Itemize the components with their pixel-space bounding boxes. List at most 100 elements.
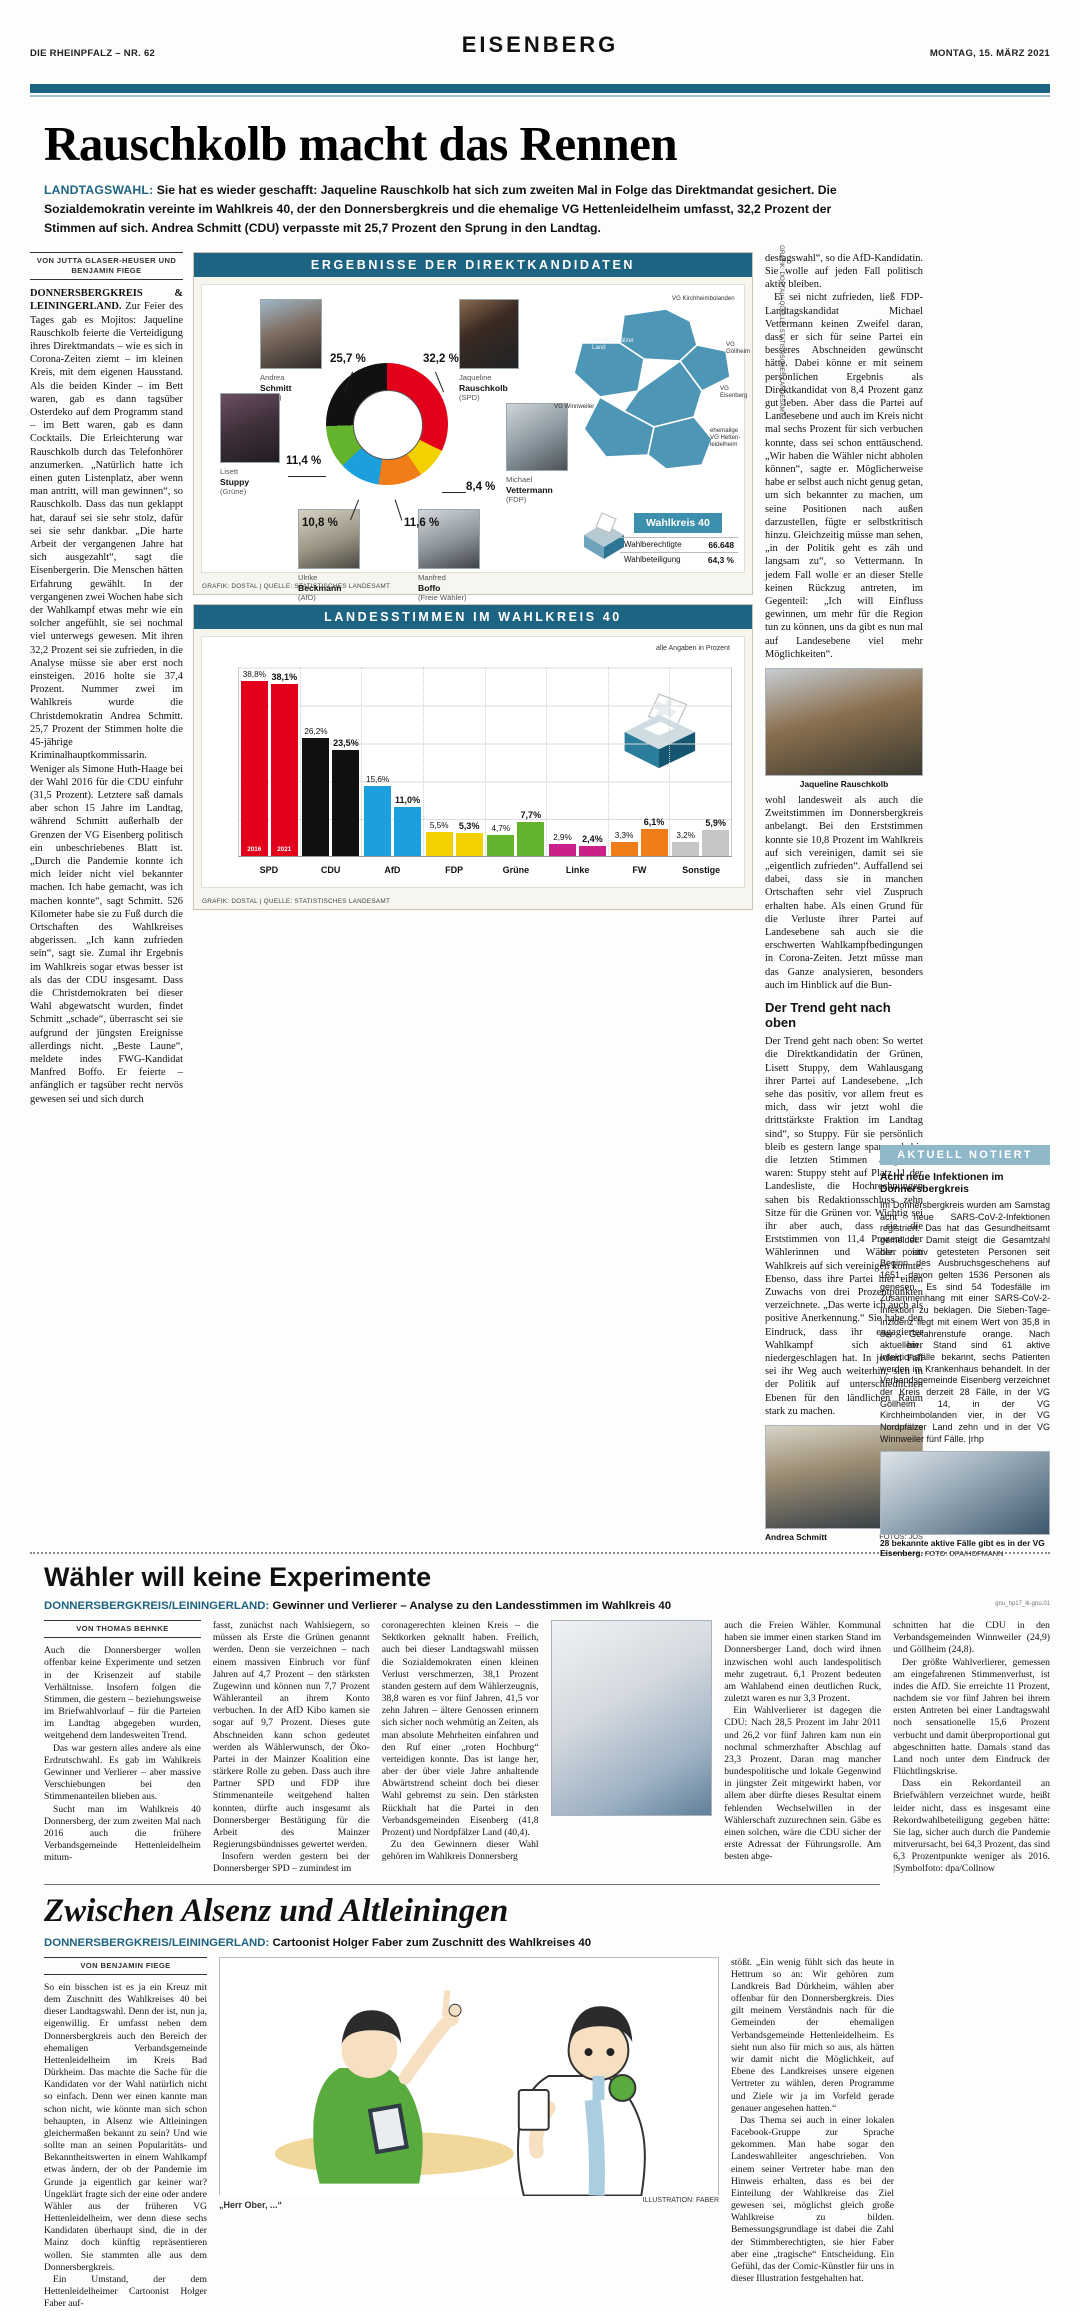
photo-ulrike-beckmann	[298, 508, 360, 569]
stat-label-0: Wahlberechtigte	[624, 539, 682, 549]
caption-schmitt: Andrea Schmitt FOTOS: JÖS	[765, 1532, 923, 1543]
bar-value-label: 4,7%	[491, 824, 511, 834]
bar-group: 4,7% 7,7%	[486, 666, 548, 857]
candidate-name-1: Jaqueline Rauschkolb (SPD)	[459, 373, 508, 404]
candidate-party-1: (SPD)	[459, 393, 480, 403]
bottom-article-columns: VON BENJAMIN FIEGE So ein bisschen ist e…	[44, 1956, 1050, 2311]
lead-text: Sie hat es wieder geschafft: Jaqueline R…	[44, 182, 837, 235]
mid-article-headline: Wähler will keine Experimente	[44, 1562, 432, 1593]
bar-FDP-2016: 5,5%	[425, 821, 453, 857]
candidate-pct-1: 32,2 %	[423, 352, 459, 365]
chart-credit: GRAFIK: DOSTAL | QUELLE: STATISTISCHES L…	[202, 897, 391, 905]
candidates-infographic: ERGEBNISSE DER DIREKTKANDIDATEN Andrea S…	[193, 251, 753, 602]
candidate-first-0: Andrea	[260, 372, 285, 382]
aktuell-notiert-text: Im Donnersbergkreis wurden am Samstag ac…	[880, 1199, 1050, 1444]
graphic-vertical-credit: GRAFIK: DOSTAL | QUELLE: STATISTISCHES L…	[778, 245, 785, 416]
bar-FDP-2021: 5,3%	[455, 821, 483, 857]
caption-rauschkolb: Jaqueline Rauschkolb	[799, 778, 889, 789]
bottom-col-2: stößt. „Ein wenig fühlt sich das heute i…	[731, 1957, 894, 2311]
candidates-infographic-title: ERGEBNISSE DER DIREKTKANDIDATEN	[194, 252, 752, 277]
mid-col-4: auch die Freien Wähler. Kommunal haben s…	[724, 1620, 881, 1876]
lead-right-para1: destagswahl“, so die AfD-Kandidatin. Sie…	[765, 252, 923, 660]
table-row: Wahlbeteiligung 64,3 %	[620, 551, 738, 567]
lead-kicker: LANDTAGSWAHL:	[44, 182, 154, 197]
leader-line-3	[442, 491, 466, 493]
candidate-name-5: Manfred Boffo (Freie Wähler)	[418, 573, 467, 604]
masthead-rule	[30, 84, 1050, 93]
masthead-section-title: EISENBERG	[461, 32, 619, 57]
bar-Linke-2021: 2,4%	[578, 834, 606, 857]
photo-michael-vettermann	[506, 402, 568, 471]
x-tick-FW: FW	[632, 864, 647, 875]
candidate-name-4: Ulrike Beckmann (AfD)	[298, 573, 341, 604]
lead-right-mid: wohl landesweit als auch die Zweitstimme…	[765, 794, 923, 991]
cartoon-illustration	[219, 1956, 719, 2197]
leader-line-5	[394, 499, 403, 521]
stat-label-1: Wahlbeteiligung	[624, 554, 681, 564]
cartoon-column: „Herr Ober, ...“ ILLUSTRATION: FABER Ich…	[219, 1956, 719, 2311]
bar-group: 38,8% 2016 38,1% 2021	[239, 666, 301, 858]
candidate-pct-0: 25,7 %	[330, 352, 366, 365]
map-label-winnweiler: VG Winnweiler	[554, 402, 595, 410]
bar-value-label: 11,0%	[395, 794, 421, 805]
bar-value-label: 3,3%	[614, 830, 634, 840]
x-tick-Linke: Linke	[565, 864, 590, 875]
aktuell-notiert-photo-caption: 28 bekannte aktive Fälle gibt es in der …	[880, 1538, 1045, 1559]
masthead-publication: DIE RHEINPFALZ – NR. 62	[30, 48, 156, 59]
bar-AfD-2021: 11,0%	[394, 795, 422, 857]
map-label-hettenleidelheim: ehemalige VG Hetten- leidelheim	[710, 426, 741, 449]
photo-lisett-stuppy	[220, 392, 280, 463]
aktuell-notiert-title: AKTUELL NOTIERT	[880, 1145, 1050, 1165]
page-title: Rauschkolb macht das Rennen	[44, 116, 678, 171]
bar-Sonstige-2016: 3,2%	[672, 831, 700, 857]
byline-bottom: VON BENJAMIN FIEGE	[44, 1956, 207, 1975]
mid-col3-text: coronagerechten kleinen Kreis – die Sekt…	[381, 1620, 539, 1863]
bottom-article-subline: DONNERSBERGKREIS/LEININGERLAND: Cartooni…	[44, 1937, 1050, 1949]
candidate-last-2: Stuppy	[220, 476, 250, 487]
mid-col2-text: fasst, zunächst nach Wahlsiegern, so müs…	[212, 1620, 370, 1875]
candidates-infographic-credit: GRAFIK: DOSTAL | QUELLE: STATISTISCHES L…	[202, 582, 391, 590]
lead-paragraph: LANDTAGSWAHL: Sie hat es wieder geschaff…	[44, 181, 856, 238]
aktuell-notiert-photo-credit: FOTO: DPA/HOFMANN	[924, 1549, 1004, 1559]
mid-article-kicker: DONNERSBERGKREIS/LEININGERLAND:	[44, 1600, 270, 1613]
mid-col5-text: schnitten hat die CDU in den Verbandsgem…	[893, 1620, 1050, 1875]
mid-col-5: schnitten hat die CDU in den Verbandsgem…	[893, 1620, 1050, 1876]
lead-article-body: VON JUTTA GLASER-HEUSER UND BENJAMIN FIE…	[30, 251, 1050, 1543]
bar-Grüne-2016: 4,7%	[487, 824, 515, 857]
photo-andrea-schmitt	[260, 298, 322, 369]
bar-value-label: 5,3%	[458, 820, 480, 831]
candidate-last-5: Boffo	[418, 582, 441, 593]
masthead-date: MONTAG, 15. MÄRZ 2021	[929, 48, 1050, 59]
map-label-goellheim: VG Göllheim	[726, 340, 751, 355]
candidate-pct-2: 11,4 %	[286, 454, 322, 467]
ballot-box-icon-small	[584, 512, 624, 559]
byline-mid: VON THOMAS BEHNKE	[44, 1620, 201, 1639]
bar-AfD-2016: 15,6%	[364, 775, 392, 857]
cartoon-left-caption: „Herr Ober, ...“	[219, 2199, 283, 2210]
bar-FW-2016: 3,3%	[610, 831, 638, 857]
stat-value-1: 64,3 %	[707, 554, 734, 565]
bar-group: 2,9% 2,4%	[547, 666, 609, 857]
mid-article-columns: VON THOMAS BEHNKE Auch die Donnersberger…	[44, 1620, 1050, 1876]
stat-value-0: 66.648	[708, 539, 734, 550]
bar-group: 15,6% 11,0%	[362, 666, 424, 857]
photo-covid-test	[880, 1451, 1050, 1536]
mid-col-1: VON THOMAS BEHNKE Auch die Donnersberger…	[44, 1620, 201, 1876]
bar-group: 5,5% 5,3%	[424, 666, 486, 857]
caption-schmitt-credit: FOTOS: JÖS	[879, 1532, 923, 1542]
section-divider-2	[44, 1883, 880, 1885]
aktuell-notiert-box: AKTUELL NOTIERT Acht neue Infektionen im…	[880, 1145, 1050, 1558]
mid-col4-text: auch die Freien Wähler. Kommunal haben s…	[724, 1620, 882, 1863]
bar-value-label: 2,9%	[553, 832, 572, 842]
aktuell-notiert-headline: Acht neue Infektionen im Donnersbergkrei…	[880, 1172, 1004, 1196]
lead-col-left: VON JUTTA GLASER-HEUSER UND BENJAMIN FIE…	[30, 251, 193, 1542]
bar-Linke-2016: 2,9%	[548, 833, 576, 857]
chart-plot-area: alle Angaben in Prozent 38,8% 2016 38,1% 20…	[202, 637, 744, 887]
candidate-first-1: Jaqueline	[459, 372, 492, 382]
photo-jaqueline-rauschkolb-large	[765, 667, 923, 776]
candidate-party-3: (FDP)	[506, 495, 527, 505]
bottom-col1-text: So ein bisschen ist es ja ein Kreuz mit …	[44, 1981, 207, 2310]
candidate-name-3: Michael Vettermann (FDP)	[506, 475, 553, 506]
table-row: Wahlberechtigte 66.648	[620, 536, 738, 552]
bar-value-label: 26,2%	[304, 727, 328, 737]
